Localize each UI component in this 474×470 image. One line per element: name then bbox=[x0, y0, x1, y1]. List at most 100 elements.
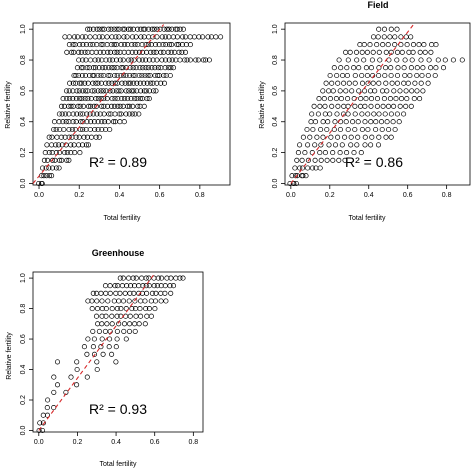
data-point bbox=[401, 111, 407, 117]
r-squared-label: R² = 0.89 bbox=[89, 154, 147, 170]
data-point bbox=[49, 142, 55, 148]
x-tick-label: 0.4 bbox=[364, 192, 374, 199]
data-point bbox=[336, 57, 342, 63]
data-point bbox=[146, 275, 152, 281]
data-point bbox=[46, 134, 52, 140]
data-point bbox=[66, 119, 72, 125]
data-point bbox=[73, 134, 79, 140]
data-point bbox=[92, 57, 98, 63]
y-tick-label: 0.4 bbox=[20, 117, 27, 127]
data-point bbox=[89, 298, 95, 304]
data-point bbox=[381, 26, 388, 32]
y-axis-label: Relative fertility bbox=[259, 81, 266, 129]
data-point bbox=[322, 150, 328, 156]
data-point bbox=[130, 72, 136, 79]
data-point bbox=[105, 103, 111, 109]
data-point bbox=[370, 49, 376, 55]
data-point bbox=[396, 119, 402, 125]
y-axis-label: Relative fertility bbox=[6, 332, 13, 380]
data-point bbox=[128, 96, 134, 102]
data-point bbox=[108, 42, 114, 48]
data-point bbox=[388, 111, 394, 117]
data-point bbox=[361, 42, 367, 48]
data-point bbox=[402, 57, 408, 63]
data-point bbox=[324, 157, 330, 163]
data-point bbox=[160, 42, 166, 48]
data-point bbox=[158, 275, 165, 281]
data-point bbox=[136, 57, 142, 63]
data-point bbox=[95, 96, 101, 102]
data-point bbox=[99, 306, 105, 312]
data-point bbox=[359, 49, 365, 55]
data-point bbox=[177, 275, 183, 281]
data-point bbox=[129, 34, 136, 40]
data-point bbox=[149, 290, 155, 296]
data-point bbox=[80, 111, 86, 117]
data-point bbox=[146, 26, 152, 32]
data-point bbox=[394, 80, 400, 86]
data-point bbox=[406, 49, 412, 55]
data-point bbox=[141, 34, 147, 40]
data-point bbox=[375, 34, 381, 40]
data-point bbox=[96, 328, 102, 334]
data-point bbox=[122, 80, 128, 86]
data-point bbox=[143, 57, 149, 63]
data-point bbox=[51, 389, 57, 395]
data-point bbox=[359, 111, 365, 117]
y-tick-label: 0.8 bbox=[20, 304, 27, 314]
data-point bbox=[100, 351, 106, 357]
data-point bbox=[80, 65, 86, 71]
data-point bbox=[362, 119, 368, 125]
data-point bbox=[68, 374, 74, 380]
data-point bbox=[106, 111, 112, 117]
data-point bbox=[416, 42, 422, 48]
data-point bbox=[327, 96, 333, 102]
data-point bbox=[140, 26, 147, 32]
data-point bbox=[144, 80, 150, 86]
data-point bbox=[128, 26, 134, 32]
data-point bbox=[99, 298, 105, 304]
data-point bbox=[378, 119, 385, 125]
data-point bbox=[375, 142, 382, 148]
data-point bbox=[44, 142, 50, 148]
data-point bbox=[131, 57, 137, 63]
data-point bbox=[74, 65, 80, 71]
data-point bbox=[107, 283, 113, 289]
r-squared-label: R² = 0.86 bbox=[345, 154, 403, 170]
data-point bbox=[299, 157, 305, 163]
data-point bbox=[79, 34, 85, 40]
data-point bbox=[63, 119, 69, 125]
data-point bbox=[318, 142, 324, 148]
data-point bbox=[113, 359, 119, 365]
data-point bbox=[362, 88, 368, 94]
data-point bbox=[131, 88, 137, 94]
data-point bbox=[163, 42, 169, 48]
data-point bbox=[320, 119, 326, 125]
data-point bbox=[129, 88, 135, 94]
data-point bbox=[73, 119, 79, 125]
data-point bbox=[184, 57, 190, 63]
data-point bbox=[317, 165, 323, 171]
data-point bbox=[404, 42, 410, 48]
data-point bbox=[293, 180, 299, 187]
data-point bbox=[90, 65, 96, 71]
data-point bbox=[386, 126, 392, 133]
data-point bbox=[351, 65, 357, 71]
data-point bbox=[382, 111, 388, 117]
data-point bbox=[93, 49, 99, 55]
data-point bbox=[355, 134, 361, 140]
data-point bbox=[352, 72, 358, 79]
x-tick-label: 0.2 bbox=[325, 192, 335, 199]
data-point bbox=[101, 49, 107, 55]
data-point bbox=[289, 173, 295, 179]
data-point bbox=[68, 142, 74, 148]
data-point bbox=[355, 119, 361, 125]
data-point bbox=[74, 382, 80, 388]
data-point bbox=[133, 34, 139, 40]
data-point bbox=[203, 57, 209, 63]
data-point bbox=[376, 72, 382, 79]
data-point bbox=[142, 321, 148, 327]
data-point bbox=[76, 142, 82, 148]
data-point bbox=[200, 34, 206, 40]
data-point bbox=[129, 49, 135, 55]
